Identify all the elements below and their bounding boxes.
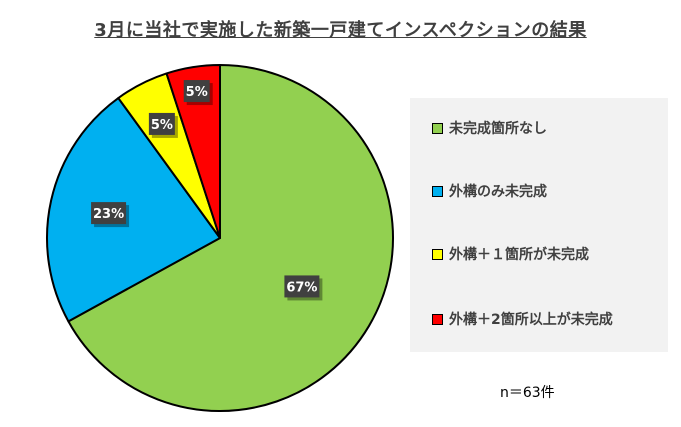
pie-data-label-box — [183, 80, 210, 103]
legend-label: 外構のみ未完成 — [449, 184, 547, 200]
legend: 未完成箇所なし 外構のみ未完成 外構＋１箇所が未完成 外構＋2箇所以上が未完成 — [410, 98, 668, 352]
pie-slice — [46, 97, 221, 323]
pie-data-label-text: 67% — [286, 280, 317, 295]
legend-item-exterior-only: 外構のみ未完成 — [432, 181, 547, 201]
legend-swatch — [432, 122, 443, 134]
sample-size-note: n＝63件 — [500, 385, 555, 401]
pie-data-label-box — [148, 112, 175, 135]
pie-slice — [67, 64, 394, 412]
pie-data-label: 23% — [91, 202, 130, 228]
legend-swatch — [432, 185, 443, 197]
legend-item-no-incomplete: 未完成箇所なし — [432, 118, 547, 138]
pie-data-label-text: 23% — [93, 207, 124, 222]
legend-label: 未完成箇所なし — [449, 121, 547, 137]
chart-title: 3月に当社で実施した新築一戸建てインスペクションの結果 — [94, 20, 587, 41]
pie-data-label-box — [91, 202, 127, 225]
pie-data-label: 5% — [183, 80, 213, 106]
legend-item-exterior-plus-one: 外構＋１箇所が未完成 — [432, 244, 589, 264]
pie-data-label: 5% — [148, 112, 178, 138]
legend-swatch — [432, 248, 443, 260]
legend-label: 外構＋2箇所以上が未完成 — [449, 312, 613, 328]
pie-data-label-box — [284, 275, 320, 298]
legend-item-exterior-plus-two: 外構＋2箇所以上が未完成 — [432, 309, 613, 329]
legend-swatch — [432, 313, 443, 325]
pie-slice — [165, 64, 221, 239]
pie-data-label: 67% — [284, 275, 323, 301]
legend-label: 外構＋１箇所が未完成 — [449, 247, 589, 263]
pie-data-label-text: 5% — [186, 85, 208, 100]
pie-data-label-text: 5% — [151, 118, 173, 133]
